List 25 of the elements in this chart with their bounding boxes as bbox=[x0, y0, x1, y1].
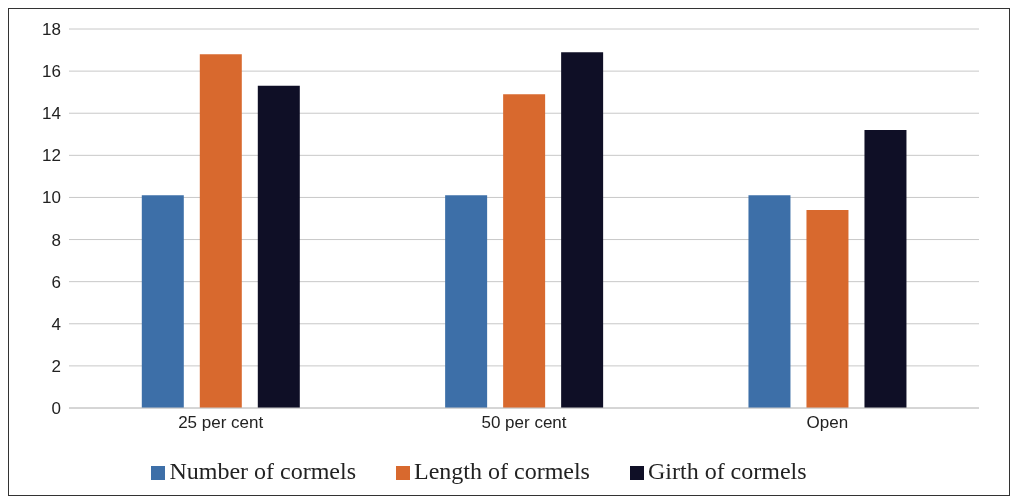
y-tick-label: 8 bbox=[51, 230, 61, 250]
y-tick-label: 14 bbox=[42, 104, 61, 124]
y-tick-label: 18 bbox=[42, 20, 61, 40]
bar bbox=[199, 54, 242, 408]
legend-label: Number of cormels bbox=[169, 458, 357, 484]
y-tick-label: 10 bbox=[42, 188, 61, 208]
bar bbox=[561, 52, 604, 408]
legend-label: Girth of cormels bbox=[647, 458, 807, 484]
bar bbox=[257, 85, 300, 408]
x-tick-label: 50 per cent bbox=[481, 413, 567, 433]
bar bbox=[864, 130, 907, 408]
y-tick-label: 2 bbox=[51, 356, 61, 376]
bar bbox=[806, 210, 849, 408]
bar bbox=[503, 94, 546, 408]
x-tick-label: Open bbox=[806, 413, 849, 433]
y-tick-label: 12 bbox=[42, 146, 61, 166]
y-tick-label: 4 bbox=[51, 314, 61, 334]
bar bbox=[748, 195, 791, 408]
legend-label: Length of cormels bbox=[414, 458, 590, 484]
y-tick-label: 16 bbox=[42, 62, 61, 82]
x-tick-label: 25 per cent bbox=[178, 413, 264, 433]
bar bbox=[445, 195, 488, 408]
y-tick-label: 6 bbox=[51, 272, 61, 292]
y-tick-label: 0 bbox=[51, 399, 61, 419]
bar bbox=[141, 195, 184, 408]
